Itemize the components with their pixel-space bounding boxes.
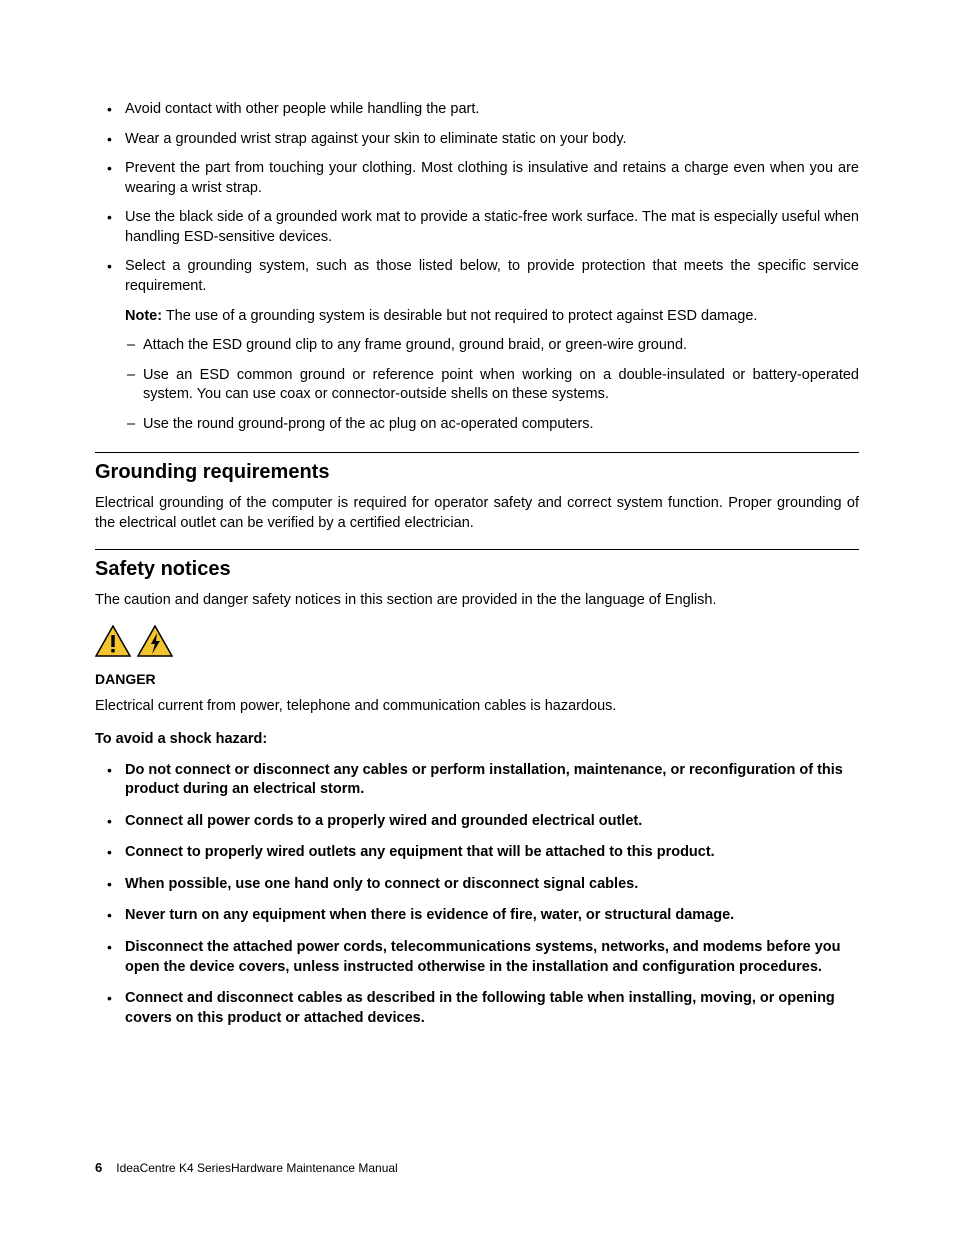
- list-item: Use an ESD common ground or reference po…: [143, 366, 859, 405]
- page-number: 6: [95, 1160, 102, 1175]
- list-item: Never turn on any equipment when there i…: [125, 906, 859, 926]
- list-item-text: Select a grounding system, such as those…: [125, 258, 859, 294]
- note-label: Note:: [125, 308, 162, 324]
- warning-icons: [95, 625, 859, 657]
- footer-title: IdeaCentre K4 SeriesHardware Maintenance…: [116, 1161, 398, 1175]
- list-item: Avoid contact with other people while ha…: [125, 100, 859, 120]
- esd-bullet-list: Avoid contact with other people while ha…: [95, 100, 859, 434]
- danger-label: DANGER: [95, 671, 859, 687]
- safety-heading: Safety notices: [95, 558, 859, 581]
- list-item: Use the black side of a grounded work ma…: [125, 208, 859, 247]
- list-item: Use the round ground-prong of the ac plu…: [143, 415, 859, 435]
- list-item: Connect and disconnect cables as describ…: [125, 989, 859, 1028]
- list-item: Do not connect or disconnect any cables …: [125, 761, 859, 800]
- warning-exclamation-icon: [95, 625, 131, 657]
- note-block: Note: The use of a grounding system is d…: [125, 307, 859, 327]
- section-divider: [95, 549, 859, 550]
- grounding-sublist: Attach the ESD ground clip to any frame …: [125, 336, 859, 434]
- list-item: Connect all power cords to a properly wi…: [125, 812, 859, 832]
- note-text: The use of a grounding system is desirab…: [162, 308, 757, 324]
- list-item: When possible, use one hand only to conn…: [125, 875, 859, 895]
- warning-electric-icon: [137, 625, 173, 657]
- shock-hazard-label: To avoid a shock hazard:: [95, 731, 859, 747]
- safety-intro: The caution and danger safety notices in…: [95, 591, 859, 611]
- grounding-heading: Grounding requirements: [95, 461, 859, 484]
- shock-hazard-list: Do not connect or disconnect any cables …: [95, 761, 859, 1029]
- page-footer: 6 IdeaCentre K4 SeriesHardware Maintenanc…: [95, 1160, 398, 1175]
- document-page: Avoid contact with other people while ha…: [0, 0, 954, 1235]
- section-divider: [95, 452, 859, 453]
- list-item: Select a grounding system, such as those…: [125, 257, 859, 434]
- danger-text: Electrical current from power, telephone…: [95, 697, 859, 717]
- list-item: Attach the ESD ground clip to any frame …: [143, 336, 859, 356]
- list-item: Prevent the part from touching your clot…: [125, 159, 859, 198]
- list-item: Wear a grounded wrist strap against your…: [125, 130, 859, 150]
- list-item: Disconnect the attached power cords, tel…: [125, 938, 859, 977]
- list-item: Connect to properly wired outlets any eq…: [125, 843, 859, 863]
- grounding-body: Electrical grounding of the computer is …: [95, 494, 859, 533]
